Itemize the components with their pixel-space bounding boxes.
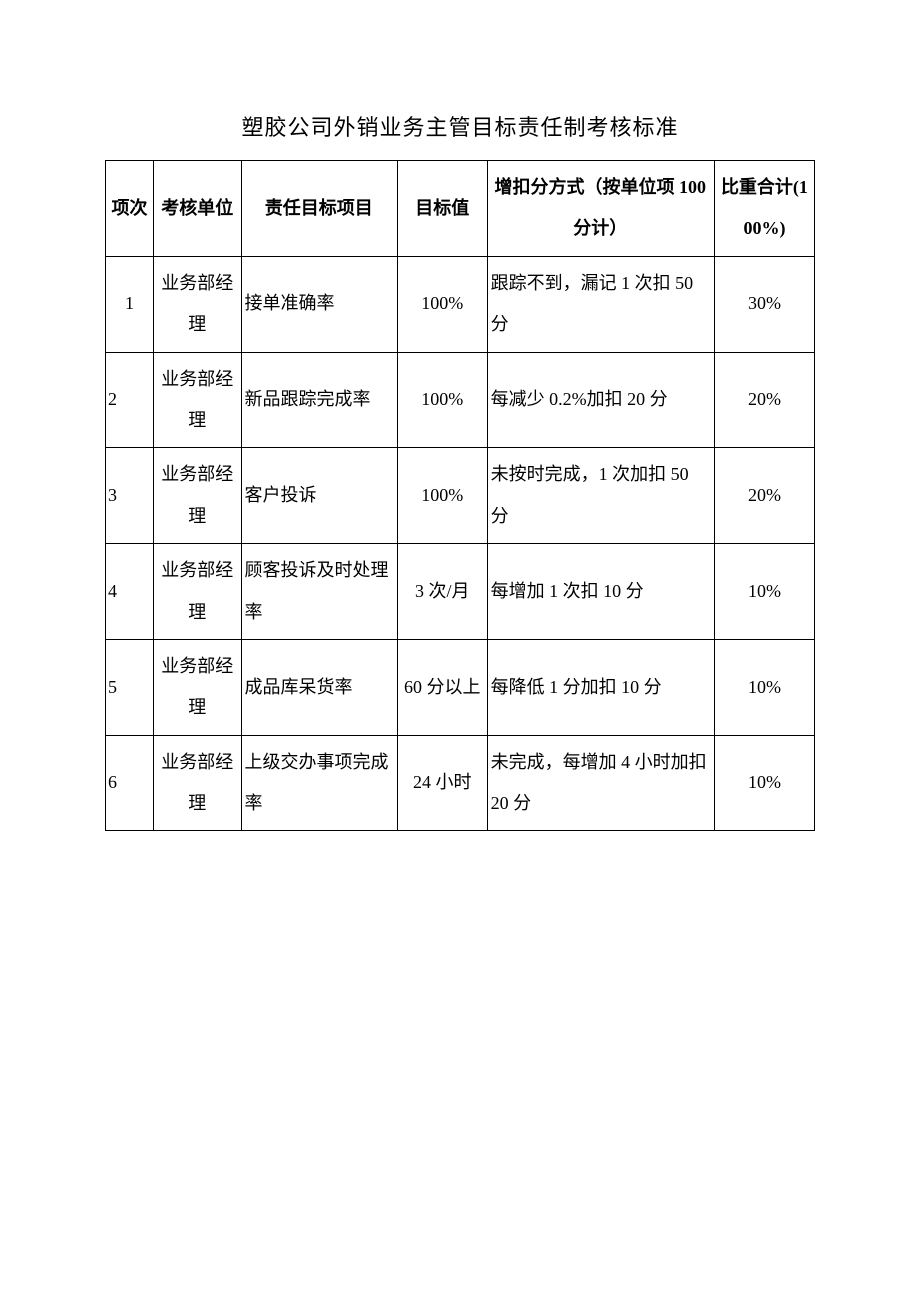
- header-weight: 比重合计(100%): [714, 161, 814, 257]
- cell-weight: 10%: [714, 639, 814, 735]
- table-row: 2业务部经理新品跟踪完成率100%每减少 0.2%加扣 20 分20%: [106, 352, 815, 448]
- cell-target: 100%: [397, 256, 487, 352]
- cell-method: 未按时完成，1 次加扣 50 分: [487, 448, 714, 544]
- cell-unit: 业务部经理: [153, 639, 241, 735]
- cell-project: 新品跟踪完成率: [241, 352, 397, 448]
- cell-weight: 10%: [714, 735, 814, 831]
- table-row: 3业务部经理客户投诉100%未按时完成，1 次加扣 50 分20%: [106, 448, 815, 544]
- cell-unit: 业务部经理: [153, 352, 241, 448]
- table-row: 5业务部经理成品库呆货率60 分以上每降低 1 分加扣 10 分10%: [106, 639, 815, 735]
- cell-unit: 业务部经理: [153, 735, 241, 831]
- cell-weight: 20%: [714, 352, 814, 448]
- cell-project: 上级交办事项完成率: [241, 735, 397, 831]
- document-page: 塑胶公司外销业务主管目标责任制考核标准 项次 考核单位 责任目标项目 目标值 增…: [0, 0, 920, 831]
- header-method: 增扣分方式（按单位项 100 分计）: [487, 161, 714, 257]
- cell-project: 接单准确率: [241, 256, 397, 352]
- cell-method: 每增加 1 次扣 10 分: [487, 544, 714, 640]
- cell-index: 2: [106, 352, 154, 448]
- cell-index: 5: [106, 639, 154, 735]
- cell-weight: 30%: [714, 256, 814, 352]
- cell-target: 100%: [397, 352, 487, 448]
- cell-target: 24 小时: [397, 735, 487, 831]
- cell-project: 成品库呆货率: [241, 639, 397, 735]
- cell-weight: 10%: [714, 544, 814, 640]
- cell-method: 未完成，每增加 4 小时加扣 20 分: [487, 735, 714, 831]
- document-title: 塑胶公司外销业务主管目标责任制考核标准: [105, 110, 815, 142]
- table-body: 1业务部经理接单准确率100%跟踪不到，漏记 1 次扣 50 分30%2业务部经…: [106, 256, 815, 831]
- table-row: 1业务部经理接单准确率100%跟踪不到，漏记 1 次扣 50 分30%: [106, 256, 815, 352]
- header-project: 责任目标项目: [241, 161, 397, 257]
- cell-index: 4: [106, 544, 154, 640]
- cell-unit: 业务部经理: [153, 448, 241, 544]
- cell-unit: 业务部经理: [153, 256, 241, 352]
- cell-method: 跟踪不到，漏记 1 次扣 50 分: [487, 256, 714, 352]
- assessment-table: 项次 考核单位 责任目标项目 目标值 增扣分方式（按单位项 100 分计） 比重…: [105, 160, 815, 831]
- cell-weight: 20%: [714, 448, 814, 544]
- cell-project: 顾客投诉及时处理率: [241, 544, 397, 640]
- header-unit: 考核单位: [153, 161, 241, 257]
- cell-target: 3 次/月: [397, 544, 487, 640]
- cell-method: 每减少 0.2%加扣 20 分: [487, 352, 714, 448]
- cell-unit: 业务部经理: [153, 544, 241, 640]
- header-index: 项次: [106, 161, 154, 257]
- table-row: 6业务部经理上级交办事项完成率24 小时未完成，每增加 4 小时加扣 20 分1…: [106, 735, 815, 831]
- header-target: 目标值: [397, 161, 487, 257]
- table-row: 4业务部经理顾客投诉及时处理率3 次/月每增加 1 次扣 10 分10%: [106, 544, 815, 640]
- cell-target: 60 分以上: [397, 639, 487, 735]
- cell-project: 客户投诉: [241, 448, 397, 544]
- cell-index: 3: [106, 448, 154, 544]
- cell-target: 100%: [397, 448, 487, 544]
- table-header: 项次 考核单位 责任目标项目 目标值 增扣分方式（按单位项 100 分计） 比重…: [106, 161, 815, 257]
- cell-index: 1: [106, 256, 154, 352]
- cell-method: 每降低 1 分加扣 10 分: [487, 639, 714, 735]
- cell-index: 6: [106, 735, 154, 831]
